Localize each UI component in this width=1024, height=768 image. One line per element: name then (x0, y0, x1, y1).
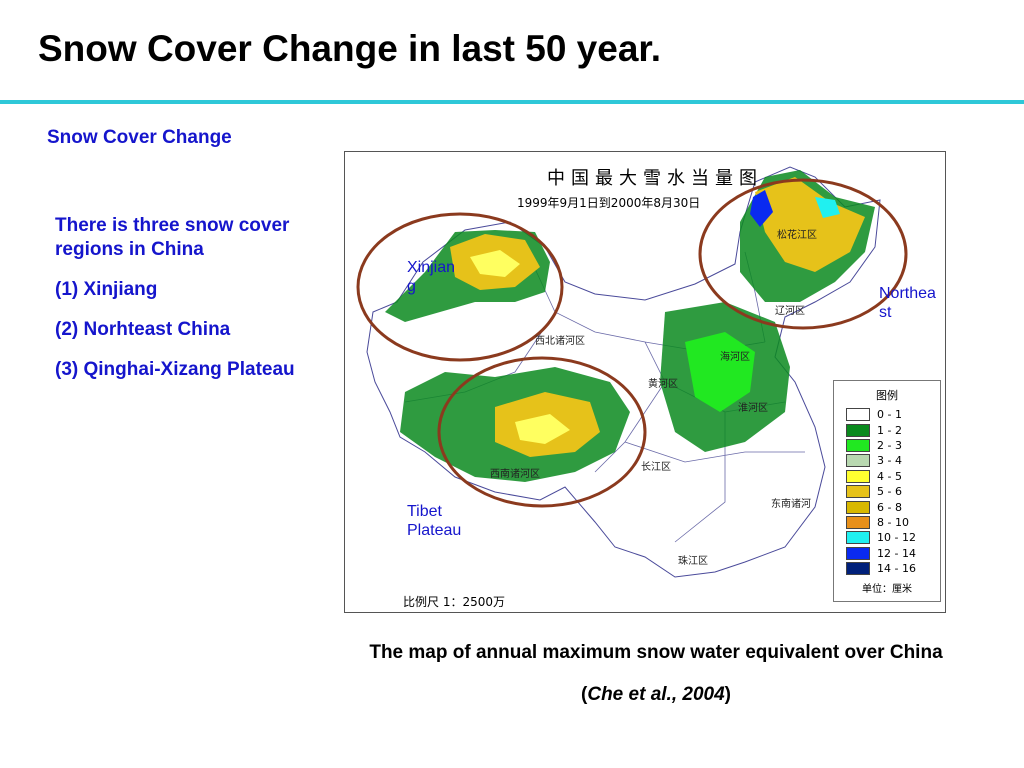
legend-swatch (846, 423, 870, 437)
legend-swatch (846, 454, 870, 468)
legend-item: 3 - 4 (846, 453, 940, 468)
label-northeast: Northea st (879, 284, 936, 322)
label-northeast-line1: Northea (879, 285, 936, 302)
legend-label: 5 - 6 (877, 485, 902, 499)
legend-label: 12 - 14 (877, 546, 916, 560)
label-tibet-line1: Tibet (407, 503, 442, 520)
body-text: There is three snow cover regions in Chi… (55, 214, 315, 398)
label-tibet: Tibet Plateau (407, 502, 461, 540)
legend-label: 2 - 3 (877, 438, 902, 452)
basin-label-pearl: 珠江区 (678, 556, 708, 567)
legend-swatch (846, 531, 870, 545)
basin-label-southwest: 西南诸河区 (490, 469, 540, 480)
label-northeast-line2: st (879, 304, 892, 321)
basin-label-huaihe: 淮河区 (738, 403, 768, 414)
title-divider (0, 100, 1024, 104)
legend-item: 0 - 1 (846, 407, 940, 422)
basin-label-haihe: 海河区 (720, 352, 750, 363)
map-scale: 比例尺 1：2500万 (403, 595, 505, 609)
legend-swatch (846, 485, 870, 499)
snow-map: 中国最大雪水当量图 1999年9月1日到2000年8月30日 松花江区 辽河区 … (344, 151, 946, 613)
figure-citation: (Che et al., 2004) (300, 684, 1012, 706)
legend-item: 2 - 3 (846, 438, 940, 453)
legend-label: 3 - 4 (877, 454, 902, 468)
legend-swatch (846, 546, 870, 560)
basin-label-northwest: 西北诸河区 (535, 336, 585, 347)
circle-xinjiang (356, 212, 564, 362)
circle-northeast (698, 178, 908, 330)
section-subheading: Snow Cover Change (47, 127, 232, 148)
intro-paragraph: There is three snow cover regions in Chi… (55, 215, 290, 260)
region-item-xinjiang: (1) Xinjiang (55, 279, 158, 300)
label-xinjiang-line1: Xinjian (407, 259, 456, 276)
map-title: 中国最大雪水当量图 (547, 168, 763, 189)
circle-tibet (437, 356, 647, 508)
figure-caption: The map of annual maximum snow water equ… (369, 642, 943, 663)
snow-tibet-yellow (515, 414, 570, 444)
label-tibet-line2: Plateau (407, 522, 462, 539)
citation-text: Che et al., 2004 (587, 684, 725, 705)
legend-item: 12 - 14 (846, 546, 940, 561)
region-item-plateau: (3) Qinghai-Xizang Plateau (55, 359, 295, 380)
label-xinjiang-line2: g (407, 278, 416, 295)
citation-open: ( (581, 684, 588, 705)
region-item-northeast: (2) Norhteast China (55, 319, 231, 340)
legend-item: 14 - 16 (846, 561, 940, 576)
snow-northeast-gold (755, 177, 865, 272)
legend-swatch (846, 438, 870, 452)
legend-label: 4 - 5 (877, 469, 902, 483)
legend-label: 14 - 16 (877, 562, 916, 576)
basin-label-yellow: 黄河区 (648, 379, 678, 390)
legend-label: 10 - 12 (877, 531, 916, 545)
legend-item: 1 - 2 (846, 422, 940, 437)
snow-xinjiang-yellow (470, 250, 520, 277)
slide-title: Snow Cover Change in last 50 year. (38, 28, 662, 69)
label-xinjiang: Xinjian g (407, 258, 455, 296)
map-date-range: 1999年9月1日到2000年8月30日 (517, 196, 701, 210)
china-map-graphic (356, 166, 908, 578)
snow-central-light (685, 332, 755, 412)
citation-close: ) (724, 684, 731, 705)
legend-item: 4 - 5 (846, 469, 940, 484)
legend-item: 5 - 6 (846, 484, 940, 499)
legend-swatch (846, 408, 870, 422)
legend-swatch (846, 562, 870, 576)
legend-title: 图例 (876, 389, 898, 402)
legend-label: 8 - 10 (877, 515, 909, 529)
snow-northeast-cyan (815, 197, 840, 218)
legend-label: 0 - 1 (877, 408, 902, 422)
snow-northeast-blue (750, 190, 773, 227)
legend-swatch (846, 469, 870, 483)
basin-label-songhua: 松花江区 (777, 230, 817, 241)
legend-swatch (846, 515, 870, 529)
legend-item: 6 - 8 (846, 499, 940, 514)
legend-item: 8 - 10 (846, 515, 940, 530)
basin-label-liaohe: 辽河区 (775, 306, 805, 317)
legend-label: 1 - 2 (877, 423, 902, 437)
legend-swatch (846, 500, 870, 514)
legend-label: 6 - 8 (877, 500, 902, 514)
basin-label-yangtze: 长江区 (641, 462, 671, 473)
legend-unit: 单位：厘米 (862, 584, 912, 596)
legend-item: 10 - 12 (846, 530, 940, 545)
basin-label-southeast: 东南诸河 (771, 499, 811, 510)
